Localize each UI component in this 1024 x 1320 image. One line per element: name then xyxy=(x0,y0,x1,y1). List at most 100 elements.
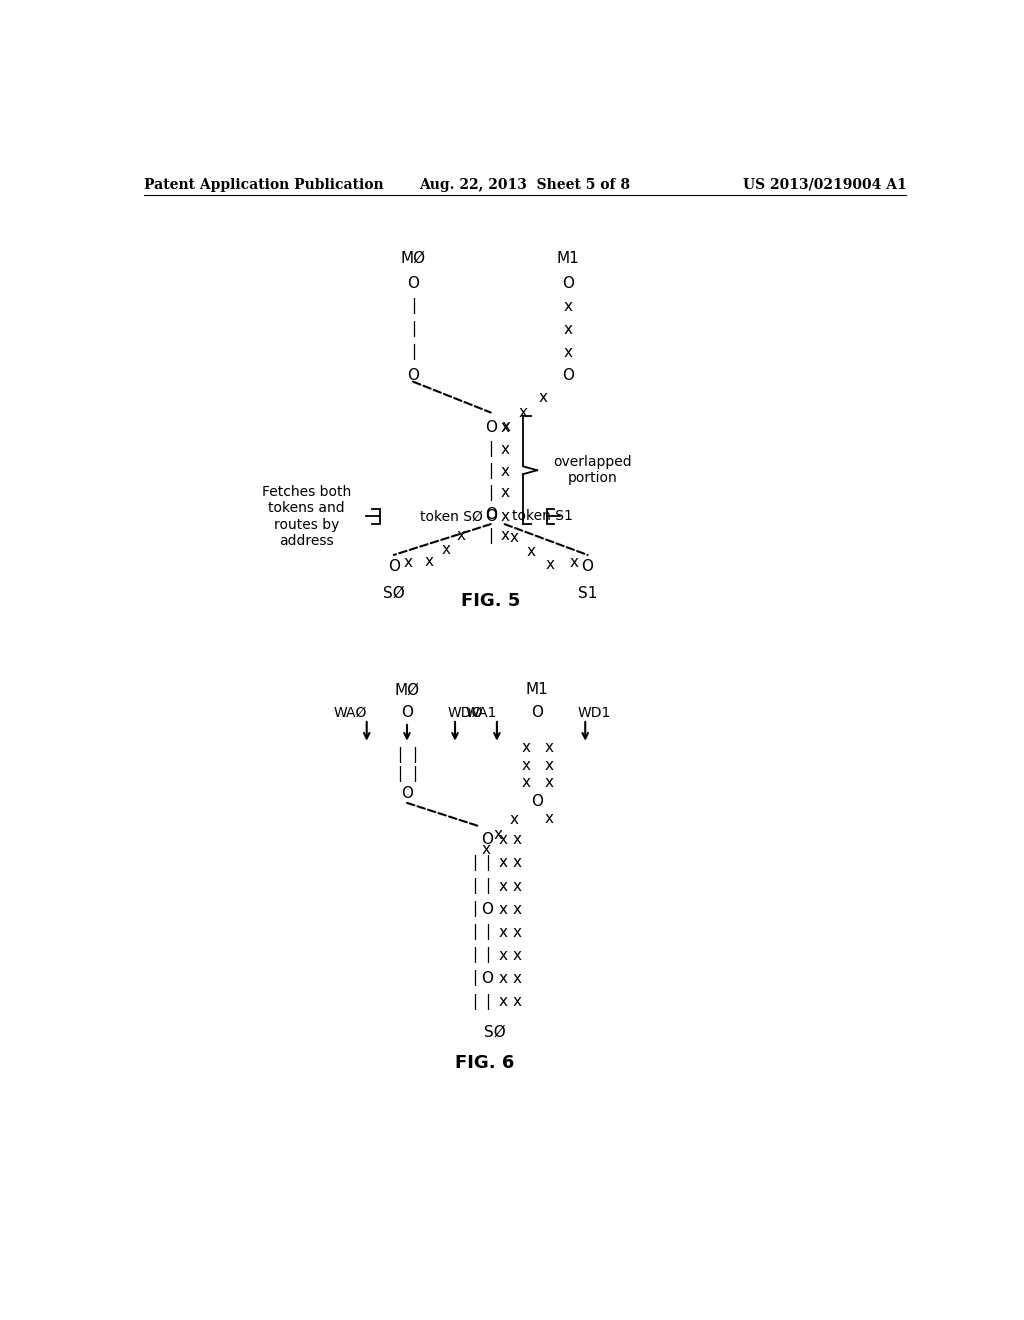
Text: |: | xyxy=(411,298,416,314)
Text: x: x xyxy=(539,389,547,405)
Text: x: x xyxy=(513,833,521,847)
Text: |: | xyxy=(472,902,477,917)
Text: x: x xyxy=(563,322,572,337)
Text: x: x xyxy=(513,879,521,894)
Text: WAØ: WAØ xyxy=(334,706,367,719)
Text: |: | xyxy=(411,345,416,360)
Text: x: x xyxy=(500,442,509,457)
Text: x: x xyxy=(441,543,451,557)
Text: x: x xyxy=(513,925,521,940)
Text: O: O xyxy=(401,705,413,721)
Text: x: x xyxy=(500,510,509,524)
Text: |: | xyxy=(472,855,477,871)
Text: x: x xyxy=(563,298,572,314)
Text: |: | xyxy=(413,767,418,783)
Text: x: x xyxy=(526,544,536,558)
Text: |: | xyxy=(411,321,416,338)
Text: x: x xyxy=(499,994,508,1008)
Text: x: x xyxy=(457,528,466,544)
Text: x: x xyxy=(500,463,509,479)
Text: S1: S1 xyxy=(578,586,597,601)
Text: x: x xyxy=(521,741,530,755)
Text: M1: M1 xyxy=(557,251,580,267)
Text: x: x xyxy=(513,972,521,986)
Text: |: | xyxy=(488,528,494,544)
Text: x: x xyxy=(500,528,509,544)
Text: O: O xyxy=(388,558,399,574)
Text: |: | xyxy=(485,948,490,964)
Text: O: O xyxy=(481,833,494,847)
Text: |: | xyxy=(472,970,477,986)
Text: x: x xyxy=(499,879,508,894)
Text: MØ: MØ xyxy=(394,682,420,697)
Text: x: x xyxy=(513,902,521,916)
Text: |: | xyxy=(472,924,477,940)
Text: |: | xyxy=(488,484,494,500)
Text: x: x xyxy=(545,758,553,772)
Text: O: O xyxy=(562,276,574,290)
Text: x: x xyxy=(513,948,521,962)
Text: x: x xyxy=(510,812,518,826)
Text: |: | xyxy=(485,924,490,940)
Text: x: x xyxy=(545,810,553,826)
Text: Aug. 22, 2013  Sheet 5 of 8: Aug. 22, 2013 Sheet 5 of 8 xyxy=(419,178,631,191)
Text: Patent Application Publication: Patent Application Publication xyxy=(143,178,383,191)
Text: FIG. 6: FIG. 6 xyxy=(455,1055,514,1072)
Text: |: | xyxy=(485,878,490,894)
Text: x: x xyxy=(499,948,508,962)
Text: x: x xyxy=(545,775,553,791)
Text: O: O xyxy=(481,902,494,916)
Text: x: x xyxy=(563,345,572,360)
Text: token S1: token S1 xyxy=(512,510,573,524)
Text: x: x xyxy=(499,833,508,847)
Text: x: x xyxy=(546,557,555,572)
Text: O: O xyxy=(562,368,574,383)
Text: O: O xyxy=(484,420,497,436)
Text: O: O xyxy=(484,510,497,524)
Text: x: x xyxy=(519,405,527,420)
Text: WDØ: WDØ xyxy=(447,706,482,719)
Text: x: x xyxy=(502,418,511,434)
Text: x: x xyxy=(481,842,490,858)
Text: O: O xyxy=(484,507,497,521)
Text: O: O xyxy=(401,787,413,801)
Text: |: | xyxy=(396,767,401,783)
Text: O: O xyxy=(531,793,543,809)
Text: SØ: SØ xyxy=(383,586,404,601)
Text: |: | xyxy=(485,994,490,1010)
Text: x: x xyxy=(403,556,413,570)
Text: FIG. 5: FIG. 5 xyxy=(461,593,520,610)
Text: |: | xyxy=(472,994,477,1010)
Text: MØ: MØ xyxy=(400,251,426,267)
Text: x: x xyxy=(499,972,508,986)
Text: US 2013/0219004 A1: US 2013/0219004 A1 xyxy=(743,178,907,191)
Text: |: | xyxy=(413,747,418,763)
Text: x: x xyxy=(521,775,530,791)
Text: x: x xyxy=(499,855,508,870)
Text: x: x xyxy=(513,855,521,870)
Text: x: x xyxy=(513,994,521,1008)
Text: x: x xyxy=(500,484,509,500)
Text: O: O xyxy=(481,972,494,986)
Text: x: x xyxy=(499,925,508,940)
Text: O: O xyxy=(408,368,419,383)
Text: WD1: WD1 xyxy=(578,706,611,719)
Text: O: O xyxy=(531,705,543,721)
Text: O: O xyxy=(582,558,594,574)
Text: x: x xyxy=(499,902,508,916)
Text: overlapped
portion: overlapped portion xyxy=(554,455,632,486)
Text: |: | xyxy=(472,878,477,894)
Text: x: x xyxy=(500,420,509,436)
Text: WA1: WA1 xyxy=(466,706,497,719)
Text: M1: M1 xyxy=(526,682,549,697)
Text: |: | xyxy=(488,463,494,479)
Text: Fetches both
tokens and
routes by
address: Fetches both tokens and routes by addres… xyxy=(261,486,351,548)
Text: |: | xyxy=(485,855,490,871)
Text: x: x xyxy=(545,741,553,755)
Text: SØ: SØ xyxy=(484,1024,506,1040)
Text: O: O xyxy=(408,276,419,290)
Text: x: x xyxy=(569,556,579,570)
Text: x: x xyxy=(510,529,518,545)
Text: |: | xyxy=(472,948,477,964)
Text: x: x xyxy=(521,758,530,772)
